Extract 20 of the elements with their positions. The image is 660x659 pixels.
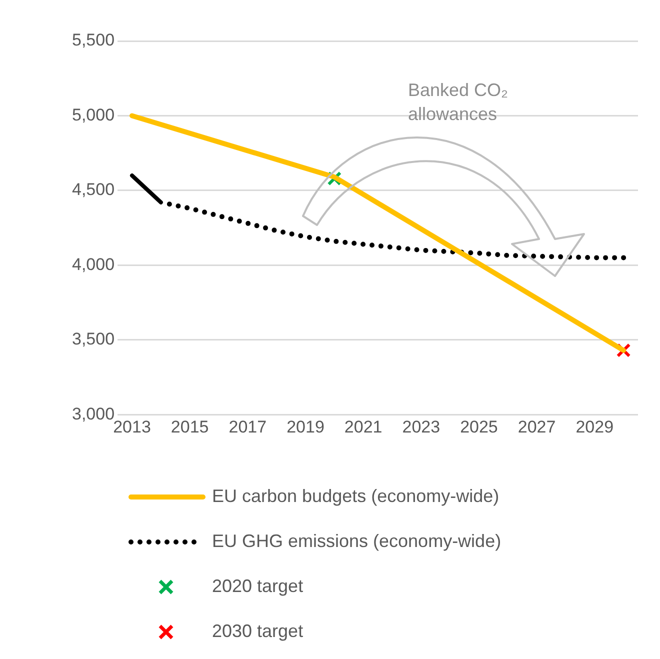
x-tick-label: 2021 xyxy=(344,417,382,436)
x-tick-label: 2027 xyxy=(518,417,556,436)
y-tick-label: 3,000 xyxy=(72,404,115,424)
x-tick-label: 2017 xyxy=(228,417,267,436)
x-tick-label: 2029 xyxy=(576,417,614,436)
x-tick-label: 2015 xyxy=(170,417,209,436)
x-tick-label: 2025 xyxy=(460,417,498,436)
legend-label: 2030 target xyxy=(212,621,304,642)
y-tick-label: 3,500 xyxy=(72,330,115,349)
legend-label: EU GHG emissions (economy-wide) xyxy=(212,531,502,552)
y-tick-label: 4,000 xyxy=(72,254,115,274)
x-tick-label: 2023 xyxy=(402,417,440,436)
y-tick-label: 5,500 xyxy=(72,30,115,50)
annotation: Banked CO₂ allowances xyxy=(408,79,508,126)
legend-label: EU carbon budgets (economy-wide) xyxy=(212,486,500,507)
legend-label: 2020 target xyxy=(212,576,304,597)
y-tick-label: 4,500 xyxy=(72,180,115,200)
x-tick-label: 2013 xyxy=(113,417,151,436)
y-tick-label: 5,000 xyxy=(72,105,115,124)
x-tick-label: 2019 xyxy=(286,417,324,436)
